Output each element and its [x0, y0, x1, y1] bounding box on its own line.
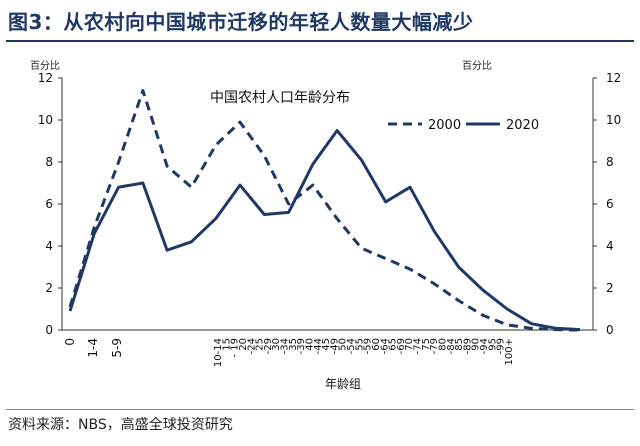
x-tick-label: -54 — [346, 338, 357, 354]
left-y-tick-label: 8 — [45, 155, 53, 169]
x-tick-label: 25 — [255, 338, 266, 351]
x-tick-label: 70 — [404, 338, 415, 351]
x-tick-label: 35 — [288, 338, 299, 351]
x-tick-label: 40 — [304, 338, 315, 351]
x-tick-label: -59 — [363, 338, 374, 354]
x-tick-label: 75 — [421, 338, 432, 351]
x-tick-label: 60 — [371, 338, 382, 351]
x-tick-label: 20 — [238, 338, 249, 351]
source-divider — [6, 409, 634, 410]
right-y-tick-label: 2 — [606, 281, 614, 295]
legend-label-2000: 2000 — [428, 118, 461, 133]
x-tick-label: - 19 — [230, 338, 241, 358]
x-tick-label: 50 — [338, 338, 349, 351]
title-divider — [6, 40, 634, 42]
x-axis-label: 年龄组 — [325, 377, 361, 391]
x-tick-label: -39 — [296, 338, 307, 354]
left-axis-unit: 百分比 — [30, 61, 60, 72]
x-tick-label: 55 — [354, 338, 365, 351]
x-tick-label: -49 — [329, 338, 340, 354]
chart-title: 中国农村人口年龄分布 — [210, 90, 350, 106]
right-y-tick-label: 6 — [606, 197, 614, 211]
right-y-tick-label: 4 — [606, 239, 614, 253]
x-tick-label: 5-9 — [110, 338, 124, 358]
left-y-tick-label: 0 — [45, 323, 53, 337]
x-tick-label: 1-4 — [86, 338, 100, 358]
source-note: 资料来源：NBS，高盛全球投资研究 — [8, 417, 233, 433]
left-y-tick-label: 12 — [38, 71, 53, 85]
x-tick-label: 45 — [321, 338, 332, 351]
left-y-tick-label: 10 — [38, 113, 53, 127]
left-y-tick-label: 6 — [45, 197, 53, 211]
x-tick-label: 100+ — [504, 338, 515, 365]
series-line-2020 — [68, 129, 581, 332]
right-y-tick-label: 12 — [606, 71, 621, 85]
x-tick-label: -99 — [496, 338, 507, 354]
left-y-tick-label: 4 — [45, 239, 53, 253]
figure-title: 图3：从农村向中国城市迁移的年轻人数量大幅减少 — [8, 10, 474, 34]
right-y-tick-label: 10 — [606, 113, 621, 127]
x-tick-label: -44 — [313, 338, 324, 354]
x-tick-label: 90 — [471, 338, 482, 351]
chart-legend: 2000 2020 — [388, 118, 539, 133]
x-tick-label: -64 — [379, 338, 390, 354]
x-tick-label: 85 — [454, 338, 465, 351]
x-tick-label: 10-14 — [213, 338, 224, 367]
x-tick-label: -74 — [413, 338, 424, 354]
right-axis-unit: 百分比 — [462, 61, 492, 72]
x-tick-label: 15 — [221, 338, 232, 351]
legend-label-2020: 2020 — [506, 118, 539, 133]
x-tick-label: -34 — [280, 338, 291, 354]
x-tick-label: 0 — [63, 338, 77, 346]
x-tick-label: -79 — [429, 338, 440, 354]
x-tick-label: -84 — [446, 338, 457, 354]
x-tick-label: -24 — [246, 338, 257, 354]
x-tick-label: 95 — [487, 338, 498, 351]
right-y-tick-label: 8 — [606, 155, 614, 169]
x-tick-label: -29 — [263, 338, 274, 354]
x-tick-label: 65 — [388, 338, 399, 351]
x-tick-label: 30 — [271, 338, 282, 351]
right-y-tick-label: 0 — [606, 323, 614, 337]
x-tick-label: -89 — [462, 338, 473, 354]
x-tick-label: -69 — [396, 338, 407, 354]
x-tick-label: -94 — [479, 338, 490, 354]
left-y-tick-label: 2 — [45, 281, 53, 295]
series-line-2000 — [68, 89, 581, 332]
chart-series — [68, 89, 581, 332]
x-tick-label: 80 — [437, 338, 448, 351]
